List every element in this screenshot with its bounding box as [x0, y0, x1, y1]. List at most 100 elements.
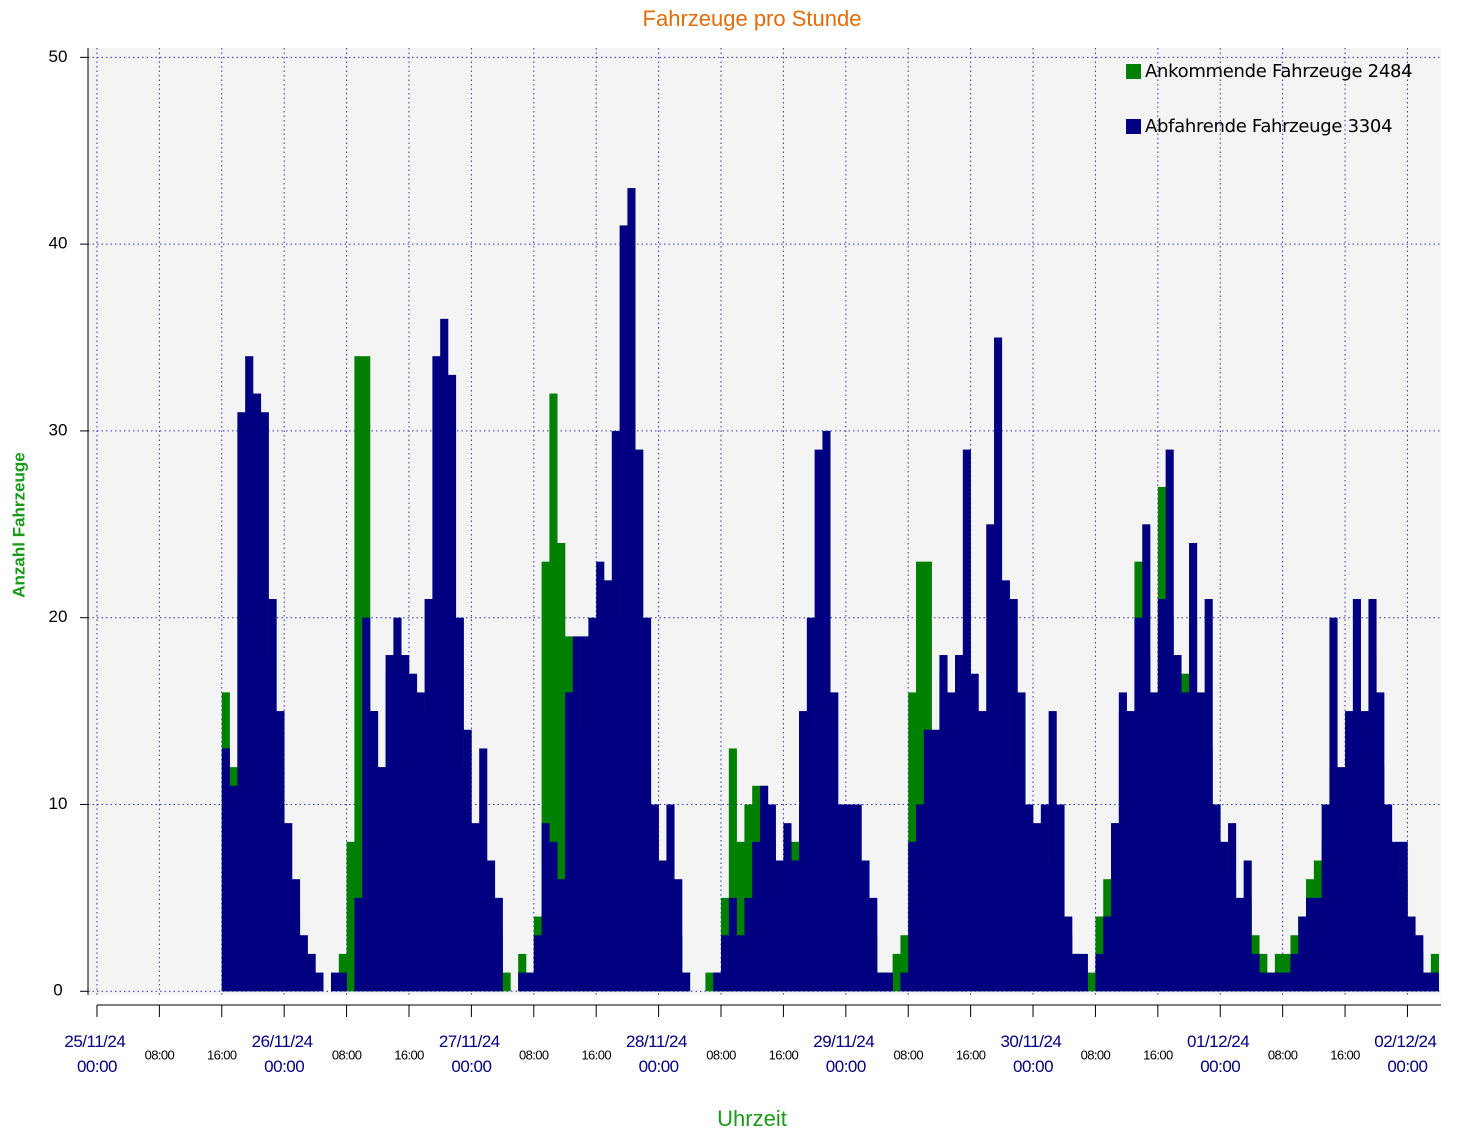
bar [596, 561, 605, 992]
bar [354, 897, 363, 992]
bar [1072, 953, 1081, 992]
bar [1251, 953, 1260, 992]
bar [682, 972, 691, 992]
bar [1329, 617, 1338, 992]
bar [455, 617, 464, 992]
bar [260, 412, 269, 992]
bar [767, 804, 776, 992]
bar [291, 879, 301, 992]
bar [1095, 953, 1104, 992]
bar [861, 860, 870, 992]
bar [1376, 692, 1385, 992]
bar [799, 711, 808, 992]
bar [565, 692, 574, 992]
bar [1259, 972, 1268, 992]
bar [760, 785, 769, 992]
x-tick-label: 30/11/24 00:00 [1000, 1032, 1065, 1076]
bar [354, 356, 363, 992]
bar [1212, 804, 1221, 992]
bar [604, 580, 613, 992]
bar [830, 692, 839, 992]
bar [853, 804, 862, 992]
bar [1384, 804, 1393, 992]
bar [908, 841, 917, 992]
bar [432, 356, 441, 992]
bar [611, 430, 620, 992]
bar [822, 430, 831, 992]
bar [1267, 972, 1276, 992]
x-tick-label: 27/11/24 00:00 [439, 1032, 504, 1076]
bar [588, 617, 597, 992]
x-tick-label: 08:00 [1081, 1047, 1111, 1062]
y-tick-label: 40 [49, 234, 68, 253]
bar [900, 972, 909, 992]
bar [962, 449, 971, 992]
bar [1056, 804, 1065, 992]
bar [869, 897, 878, 992]
bar [299, 935, 308, 992]
bar [916, 561, 925, 992]
legend-label: Abfahrende Fahrzeuge 3304 [1145, 116, 1392, 137]
bar [377, 767, 386, 992]
bar [1352, 599, 1361, 992]
bar [572, 636, 581, 992]
bar [284, 823, 293, 992]
bar [549, 393, 558, 992]
bar [1142, 524, 1151, 992]
x-tick-label: 28/11/24 00:00 [626, 1032, 691, 1076]
bar [401, 655, 410, 992]
bar [1134, 617, 1143, 992]
x-tick-label: 16:00 [581, 1047, 611, 1062]
bar [744, 897, 753, 992]
bars [221, 188, 1439, 992]
bar [1040, 804, 1049, 992]
bar [838, 804, 847, 992]
bar [728, 897, 737, 992]
bar [884, 972, 893, 992]
bar [752, 841, 761, 992]
bar [486, 860, 496, 992]
bar [705, 972, 714, 992]
legend-swatch [1126, 64, 1141, 79]
bar [525, 972, 535, 992]
x-tick-label: 16:00 [1330, 1047, 1360, 1062]
y-tick-label: 20 [49, 607, 68, 626]
x-tick-label: 01/12/24 00:00 [1187, 1032, 1253, 1076]
x-tick-label: 08:00 [706, 1047, 736, 1062]
bar [1079, 953, 1088, 992]
bar [440, 318, 449, 992]
bar [1243, 860, 1252, 992]
bar [783, 823, 792, 992]
axes: 0 10 20 30 40 50 25/11/24 00:00 08:00 16:00 26/11… [49, 47, 1442, 1077]
bar [1033, 823, 1042, 992]
bar [541, 561, 550, 992]
bar [1111, 823, 1120, 992]
x-tick-label: 16:00 [956, 1047, 986, 1062]
bar [728, 748, 737, 992]
bar [736, 935, 745, 992]
bar [1064, 916, 1073, 992]
bar [463, 729, 472, 992]
bar [557, 879, 566, 992]
bar [931, 729, 940, 992]
bar [713, 972, 722, 992]
bar [900, 935, 909, 992]
bar [814, 449, 823, 992]
bar [1126, 711, 1135, 992]
bar [276, 711, 285, 992]
bar [1103, 916, 1112, 992]
bar [1025, 804, 1034, 992]
x-tick-label: 29/11/24 00:00 [813, 1032, 878, 1076]
bar [221, 748, 230, 992]
bar [1017, 692, 1026, 992]
bar [1204, 599, 1213, 992]
bar [1368, 599, 1377, 992]
bar [1150, 692, 1159, 992]
bar [1048, 711, 1057, 992]
bar [330, 972, 340, 992]
x-tick-label: 08:00 [145, 1047, 175, 1062]
bar [1157, 599, 1166, 992]
bar [494, 897, 503, 992]
bar [1196, 692, 1205, 992]
bar [1415, 935, 1424, 992]
